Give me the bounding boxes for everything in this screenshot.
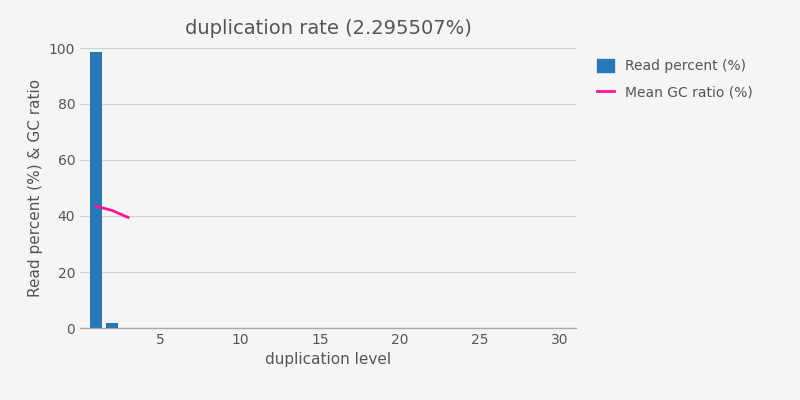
X-axis label: duplication level: duplication level (265, 352, 391, 368)
Bar (106, 323, 118, 328)
Bar (90, 52, 102, 328)
Legend: Read percent (%), Mean GC ratio (%): Read percent (%), Mean GC ratio (%) (593, 55, 757, 104)
Title: duplication rate (2.295507%): duplication rate (2.295507%) (185, 19, 471, 38)
Y-axis label: Read percent (%) & GC ratio: Read percent (%) & GC ratio (28, 79, 43, 297)
